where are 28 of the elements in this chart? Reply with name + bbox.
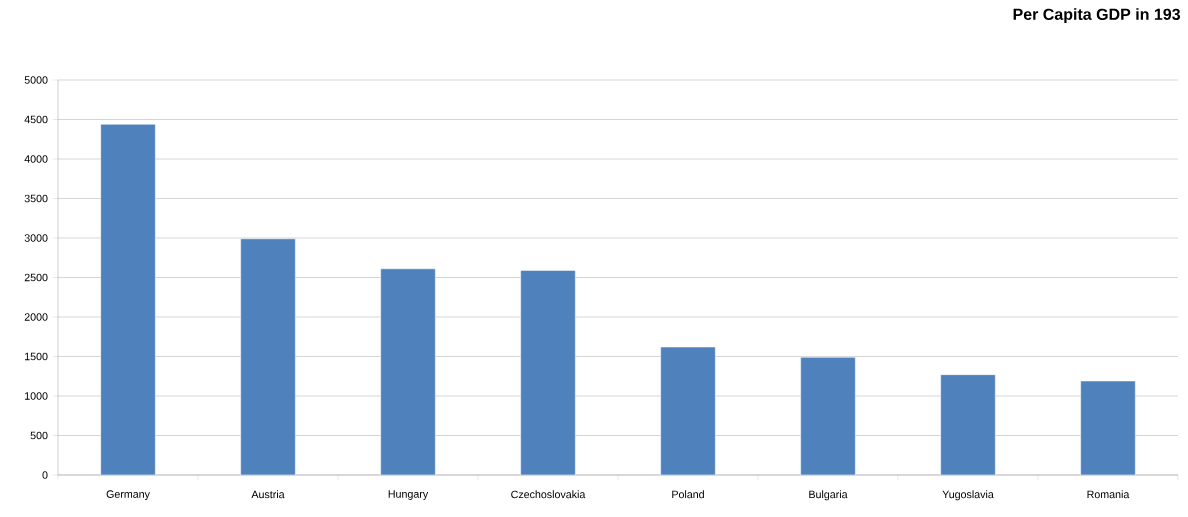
- x-tick-label: Hungary: [388, 490, 429, 500]
- chart-title: Per Capita GDP in 193: [1013, 8, 1181, 24]
- x-tick-label: Poland: [672, 490, 704, 499]
- x-tick-label: Germany: [106, 490, 150, 501]
- y-tick-label: 0: [42, 471, 48, 479]
- y-tick-label: 1500: [25, 352, 48, 361]
- bar: [940, 374, 996, 475]
- y-tick-label: 3500: [24, 194, 48, 203]
- x-tick-label: Romania: [1087, 490, 1130, 499]
- x-tick-label: Czechoslovakia: [511, 490, 586, 499]
- bar: [100, 123, 156, 475]
- y-tick-label: 2000: [24, 313, 48, 321]
- bar: [800, 357, 856, 475]
- y-tick-label: 1000: [25, 392, 48, 400]
- bar: [520, 270, 576, 475]
- y-tick-label: 500: [30, 431, 48, 440]
- x-tick-label: Bulgaria: [809, 490, 848, 501]
- x-tick-label: Yugoslavia: [942, 490, 994, 501]
- bar: [380, 268, 436, 475]
- y-tick-label: 5000: [24, 76, 48, 84]
- y-tick-label: 3000: [24, 234, 48, 242]
- y-tick-label: 2500: [24, 273, 48, 282]
- y-tick-label: 4000: [24, 155, 48, 163]
- bar: [660, 346, 716, 475]
- y-tick-label: 4500: [24, 115, 48, 124]
- x-tick-label: Austria: [251, 490, 285, 499]
- bar: [1080, 380, 1136, 475]
- bar: [240, 238, 296, 475]
